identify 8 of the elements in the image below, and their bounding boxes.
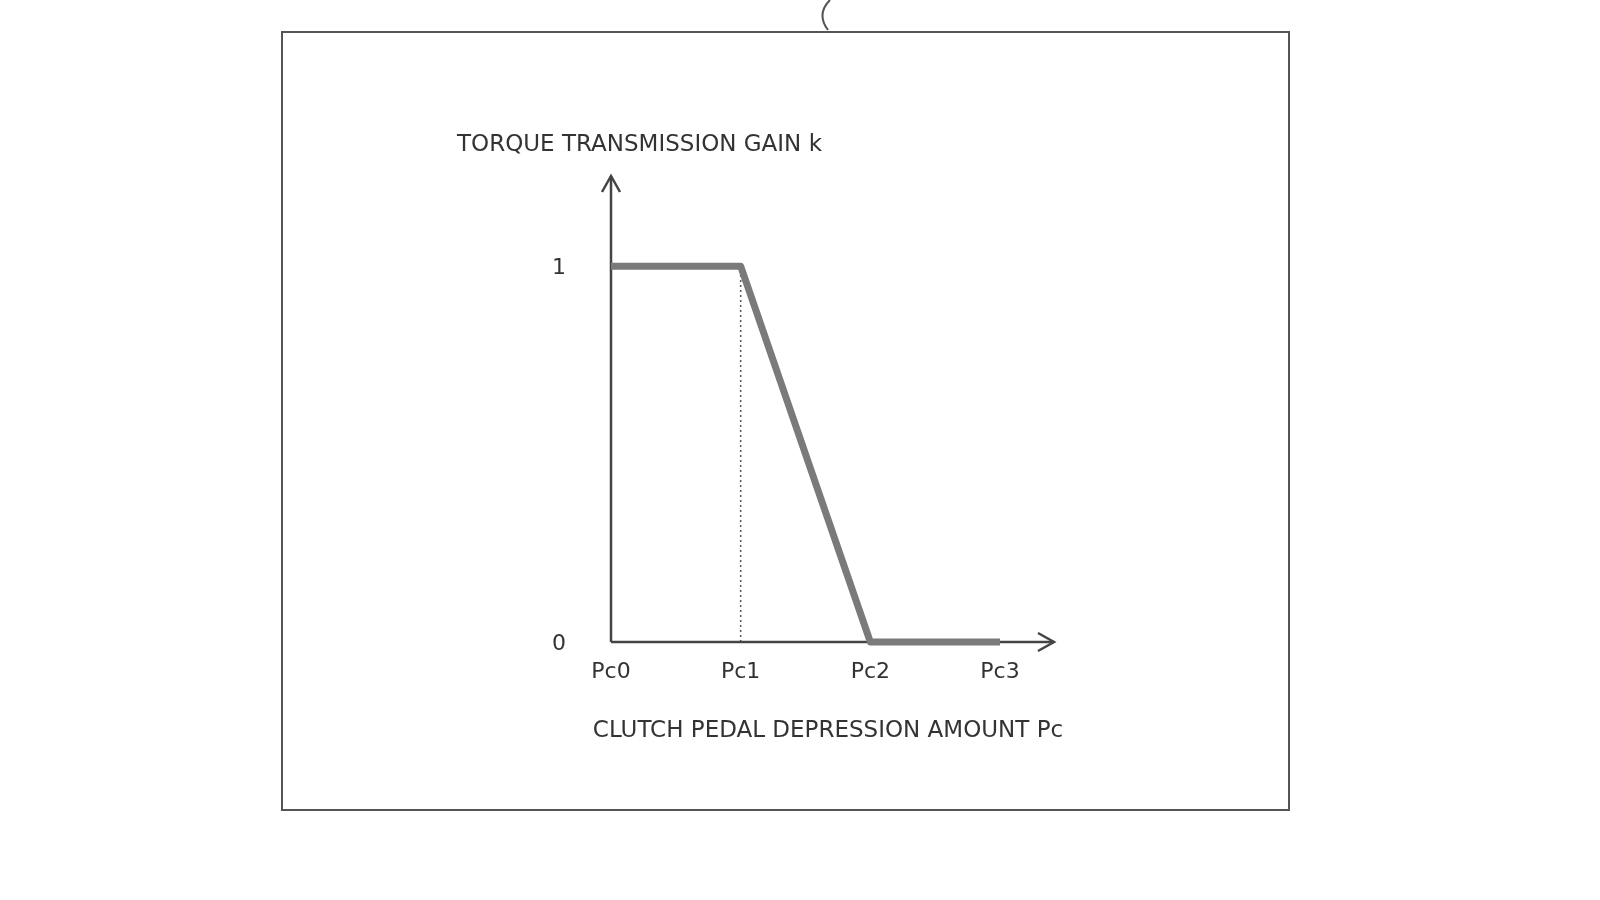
y-tick-label: 0 [552, 629, 566, 655]
y-axis-title: TORQUE TRANSMISSION GAIN k [456, 130, 823, 156]
x-axis-title: CLUTCH PEDAL DEPRESSION AMOUNT Pc [592, 716, 1064, 742]
x-tick-label: Pc1 [720, 658, 761, 683]
y-tick-label: 1 [552, 253, 566, 279]
x-tick-label: Pc0 [591, 658, 631, 683]
x-tick-label: Pc3 [980, 658, 1020, 683]
x-tick-label: Pc2 [850, 658, 891, 683]
